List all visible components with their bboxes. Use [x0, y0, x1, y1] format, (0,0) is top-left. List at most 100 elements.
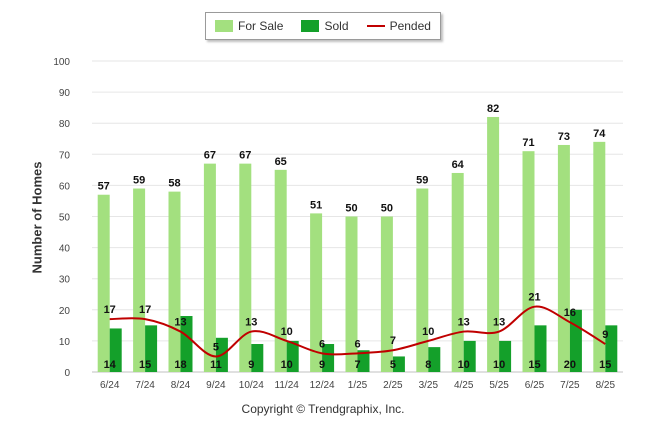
legend-swatch-pended [366, 25, 385, 27]
data-label-sold: 11 [210, 359, 222, 371]
bar-for-sale [557, 144, 570, 372]
legend-label-for-sale: For Sale [238, 19, 284, 33]
legend-swatch-for-sale [215, 20, 234, 32]
x-tick-label: 6/24 [100, 380, 120, 391]
data-label-pended: 13 [493, 317, 505, 329]
x-tick-label: 7/25 [560, 380, 580, 391]
data-label-pended: 13 [245, 317, 257, 329]
y-axis-label: Number of Homes [29, 161, 45, 274]
bar-sold [357, 350, 370, 372]
bar-for-sale [522, 151, 535, 372]
x-tick-label: 6/25 [525, 380, 545, 391]
bar-sold [534, 325, 547, 372]
y-tick-label: 10 [59, 337, 71, 348]
bar-for-sale [416, 188, 429, 372]
x-tick-label: 2/25 [383, 380, 403, 391]
data-label-sold: 10 [493, 359, 505, 371]
x-tick-label: 8/24 [171, 380, 191, 391]
data-label-for-sale: 73 [558, 131, 570, 143]
data-label-sold: 14 [104, 359, 117, 371]
y-tick-label: 20 [59, 306, 71, 317]
x-tick-label: 8/25 [596, 380, 616, 391]
bar-for-sale [133, 188, 146, 372]
y-tick-label: 100 [53, 57, 70, 68]
bar-sold [605, 325, 618, 372]
data-label-for-sale: 51 [310, 199, 322, 211]
y-tick-label: 50 [59, 213, 71, 224]
bar-sold [392, 356, 405, 372]
data-label-pended: 10 [422, 326, 434, 338]
x-tick-label: 4/25 [454, 380, 474, 391]
data-label-sold: 7 [354, 359, 360, 371]
data-label-pended: 13 [174, 317, 186, 329]
legend-item-sold[interactable]: Sold [301, 19, 349, 33]
bar-sold [463, 340, 476, 372]
bar-for-sale [274, 169, 287, 372]
data-label-pended: 21 [528, 292, 540, 304]
y-tick-label: 30 [59, 275, 71, 286]
x-tick-label: 11/24 [275, 380, 300, 391]
bar-sold [428, 347, 441, 372]
bar-for-sale [380, 216, 393, 372]
data-label-sold: 15 [528, 359, 540, 371]
data-label-pended: 16 [564, 307, 576, 319]
pended-line [109, 305, 606, 358]
bar-for-sale [97, 194, 110, 372]
data-label-for-sale: 57 [98, 181, 110, 193]
data-label-pended: 17 [139, 304, 151, 316]
y-tick-label: 0 [64, 368, 70, 379]
bar-sold [569, 309, 582, 372]
data-label-for-sale: 71 [522, 137, 534, 149]
y-tick-label: 40 [59, 244, 71, 255]
legend-label-sold: Sold [324, 19, 349, 33]
data-label-sold: 10 [458, 359, 470, 371]
legend-item-pended[interactable]: Pended [366, 19, 431, 33]
data-label-sold: 9 [319, 359, 325, 371]
data-label-for-sale: 59 [416, 175, 428, 187]
legend-label-pended: Pended [389, 19, 431, 33]
x-tick-label: 3/25 [419, 380, 439, 391]
bar-sold [145, 325, 158, 372]
data-label-pended: 5 [213, 341, 219, 353]
x-tick-label: 1/25 [348, 380, 368, 391]
data-label-pended: 17 [104, 304, 116, 316]
data-label-pended: 13 [458, 317, 470, 329]
copyright-text: Copyright © Trendgraphix, Inc. [241, 402, 405, 416]
x-tick-label: 10/24 [239, 380, 264, 391]
y-tick-label: 90 [59, 88, 71, 99]
data-label-sold: 9 [248, 359, 254, 371]
data-label-for-sale: 65 [275, 156, 287, 168]
legend-item-for-sale[interactable]: For Sale [215, 19, 283, 33]
data-label-sold: 20 [564, 359, 576, 371]
legend-swatch-sold [301, 20, 320, 32]
data-label-for-sale: 50 [345, 203, 357, 215]
data-label-sold: 15 [139, 359, 151, 371]
y-tick-label: 70 [59, 150, 71, 161]
bar-sold [109, 328, 122, 372]
y-tick-label: 80 [59, 119, 71, 130]
y-tick-label: 60 [59, 181, 71, 192]
bar-sold [499, 340, 512, 372]
data-label-sold: 8 [425, 359, 431, 371]
data-label-for-sale: 67 [204, 150, 216, 162]
bar-sold [322, 344, 335, 372]
bar-sold [286, 340, 299, 372]
data-label-for-sale: 59 [133, 175, 145, 187]
bar-for-sale [593, 141, 606, 372]
bar-for-sale [310, 213, 323, 372]
data-label-for-sale: 67 [239, 150, 251, 162]
bar-for-sale [487, 116, 500, 372]
data-label-for-sale: 82 [487, 103, 499, 115]
bar-for-sale [451, 172, 464, 372]
bar-for-sale [168, 191, 181, 372]
data-label-pended: 6 [319, 338, 325, 350]
data-label-pended: 7 [390, 335, 396, 347]
bar-sold [251, 344, 264, 372]
data-label-pended: 6 [354, 338, 360, 350]
legend: For Sale Sold Pended [205, 12, 441, 40]
data-label-for-sale: 50 [381, 203, 393, 215]
x-tick-label: 7/24 [135, 380, 155, 391]
data-label-pended: 9 [602, 329, 608, 341]
data-label-pended: 10 [281, 326, 293, 338]
